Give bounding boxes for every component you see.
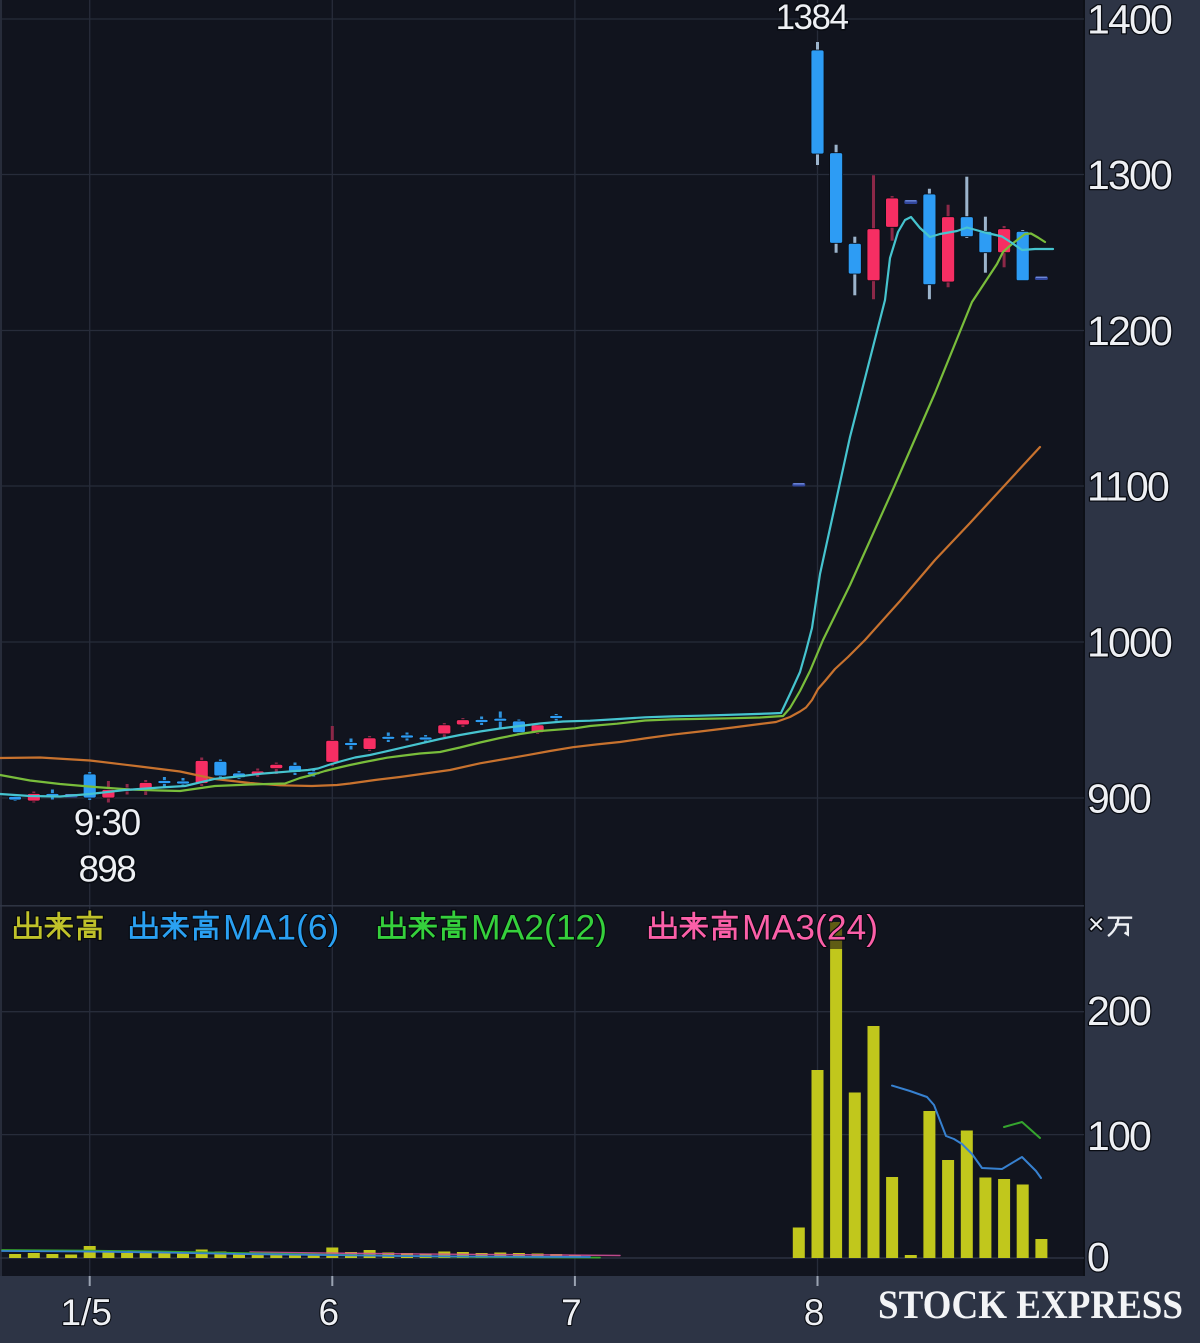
svg-text:1000: 1000	[1087, 620, 1172, 666]
svg-text:9:30: 9:30	[74, 802, 141, 843]
svg-text:100: 100	[1087, 1113, 1151, 1159]
svg-text:0: 0	[1087, 1234, 1109, 1280]
svg-text:1100: 1100	[1087, 464, 1169, 510]
svg-text:MA1(6): MA1(6)	[223, 908, 339, 948]
svg-text:6: 6	[319, 1292, 340, 1333]
svg-text:7: 7	[561, 1292, 582, 1333]
svg-text:1/5: 1/5	[60, 1292, 111, 1333]
svg-text:1300: 1300	[1087, 152, 1172, 198]
svg-text:8: 8	[804, 1292, 825, 1333]
svg-text:1384: 1384	[776, 0, 849, 37]
svg-text:STOCK EXPRESS: STOCK EXPRESS	[878, 1282, 1183, 1327]
svg-text:898: 898	[79, 849, 136, 890]
svg-text:MA3(24): MA3(24)	[742, 908, 878, 948]
svg-text:×: ×	[1088, 909, 1104, 940]
svg-text:1400: 1400	[1087, 0, 1172, 43]
svg-text:MA2(12): MA2(12)	[471, 908, 607, 948]
svg-text:1200: 1200	[1087, 308, 1172, 354]
svg-text:900: 900	[1087, 776, 1151, 822]
svg-text:200: 200	[1087, 988, 1151, 1034]
